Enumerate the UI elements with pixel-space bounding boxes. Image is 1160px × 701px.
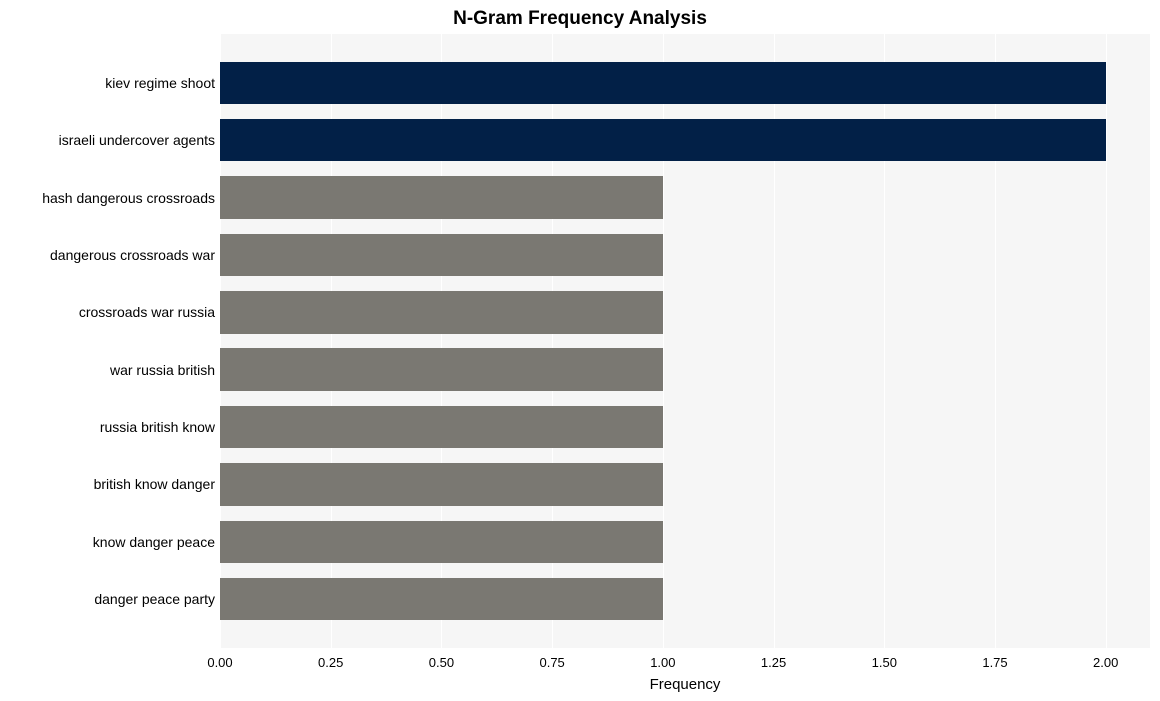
bar [220, 406, 663, 448]
y-category-label: kiev regime shoot [105, 75, 215, 91]
bar-slot [220, 291, 1150, 333]
bar [220, 521, 663, 563]
y-category-label: dangerous crossroads war [50, 247, 215, 263]
x-tick-label: 1.50 [872, 655, 897, 670]
bar [220, 176, 663, 218]
chart-title: N-Gram Frequency Analysis [0, 8, 1160, 30]
x-tick-label: 0.75 [539, 655, 564, 670]
y-category-label: british know danger [94, 476, 215, 492]
y-category-label: israeli undercover agents [59, 132, 215, 148]
plot-area [220, 34, 1150, 648]
y-category-label: danger peace party [94, 591, 215, 607]
x-tick-label: 2.00 [1093, 655, 1118, 670]
y-category-label: russia british know [100, 419, 215, 435]
y-category-label: war russia british [110, 362, 215, 378]
x-tick-label: 1.75 [982, 655, 1007, 670]
y-category-label: hash dangerous crossroads [42, 190, 215, 206]
x-tick-label: 0.25 [318, 655, 343, 670]
bar [220, 62, 1106, 104]
x-axis-label: Frequency [220, 676, 1150, 693]
bar [220, 463, 663, 505]
bar-slot [220, 348, 1150, 390]
bar-slot [220, 234, 1150, 276]
bar-slot [220, 578, 1150, 620]
ngram-frequency-chart: N-Gram Frequency Analysis Frequency 0.00… [0, 0, 1160, 701]
bar-slot [220, 406, 1150, 448]
bar-slot [220, 463, 1150, 505]
bar-slot [220, 176, 1150, 218]
y-category-label: know danger peace [93, 534, 215, 550]
bar [220, 348, 663, 390]
x-tick-label: 1.25 [761, 655, 786, 670]
bar [220, 234, 663, 276]
bar [220, 119, 1106, 161]
y-category-label: crossroads war russia [79, 304, 215, 320]
x-tick-label: 0.50 [429, 655, 454, 670]
bar-slot [220, 521, 1150, 563]
x-tick-label: 0.00 [207, 655, 232, 670]
bar [220, 291, 663, 333]
bar [220, 578, 663, 620]
bar-slot [220, 62, 1150, 104]
x-tick-label: 1.00 [650, 655, 675, 670]
bar-slot [220, 119, 1150, 161]
